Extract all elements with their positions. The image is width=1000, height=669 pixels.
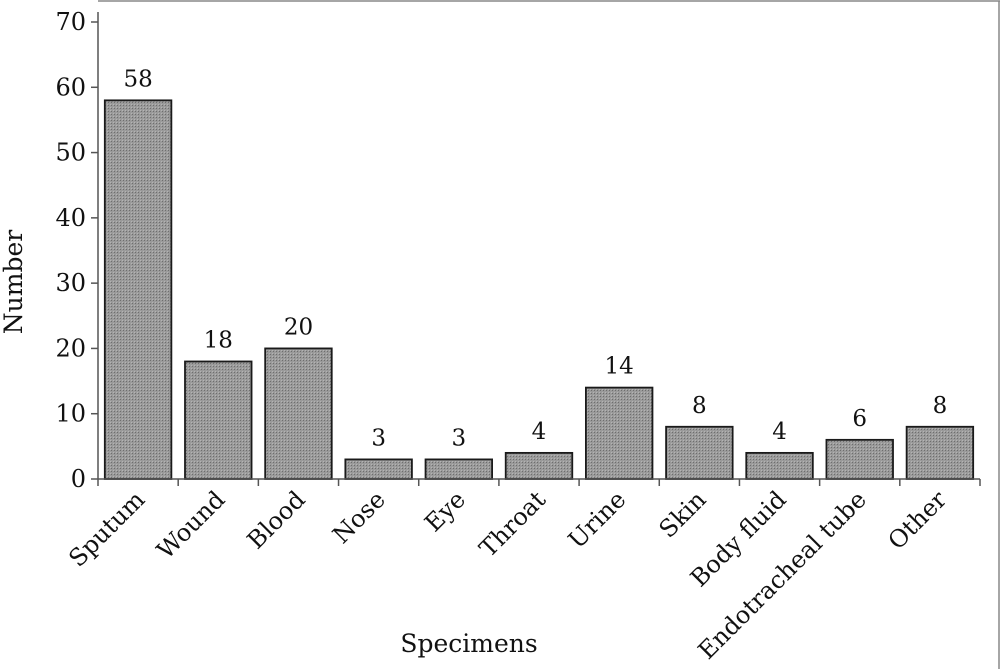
- data-label: 6: [852, 406, 867, 432]
- category-label: Blood: [242, 485, 311, 554]
- x-axis-title: Specimens: [400, 629, 537, 658]
- y-axis-title: Number: [0, 230, 28, 334]
- bar: [905, 425, 975, 480]
- category-label: Nose: [327, 485, 391, 549]
- data-label: 18: [204, 327, 233, 353]
- bar: [184, 360, 253, 480]
- bars: 58 18 20 3 3 4 14 8 4 6 8: [103, 66, 975, 480]
- bar: [665, 425, 734, 480]
- y-tick-label: 10: [55, 400, 86, 428]
- data-label: 20: [284, 314, 313, 340]
- y-tick-label: 40: [55, 204, 86, 232]
- data-label: 4: [532, 419, 547, 445]
- y-axis: 0 10 20 30 40 50 60 70: [55, 8, 99, 493]
- bar: [103, 99, 173, 480]
- bar: [504, 451, 574, 480]
- bar: [585, 386, 654, 480]
- y-tick-label: 60: [55, 73, 86, 101]
- bar: [825, 438, 894, 480]
- data-label: 3: [371, 425, 386, 451]
- data-label: 58: [123, 66, 152, 92]
- category-label: Other: [883, 485, 953, 555]
- data-label: 4: [772, 419, 787, 445]
- y-tick-label: 0: [71, 465, 86, 493]
- category-label: Skin: [654, 485, 712, 543]
- category-label: Wound: [151, 485, 230, 564]
- bar: [344, 458, 413, 480]
- data-label: 3: [451, 425, 466, 451]
- category-label: Eye: [419, 485, 471, 537]
- category-label: Throat: [474, 485, 552, 563]
- y-tick-label: 30: [55, 269, 86, 297]
- data-label: 14: [605, 354, 634, 380]
- data-label: 8: [692, 393, 707, 419]
- data-label: 8: [933, 393, 948, 419]
- y-tick-label: 70: [55, 8, 86, 36]
- bar: [424, 458, 493, 480]
- bar: [745, 451, 814, 480]
- category-label: Urine: [563, 485, 632, 554]
- category-label: Sputum: [63, 485, 150, 572]
- y-tick-label: 50: [55, 139, 86, 167]
- y-tick-label: 20: [55, 334, 86, 362]
- bar: [264, 347, 333, 480]
